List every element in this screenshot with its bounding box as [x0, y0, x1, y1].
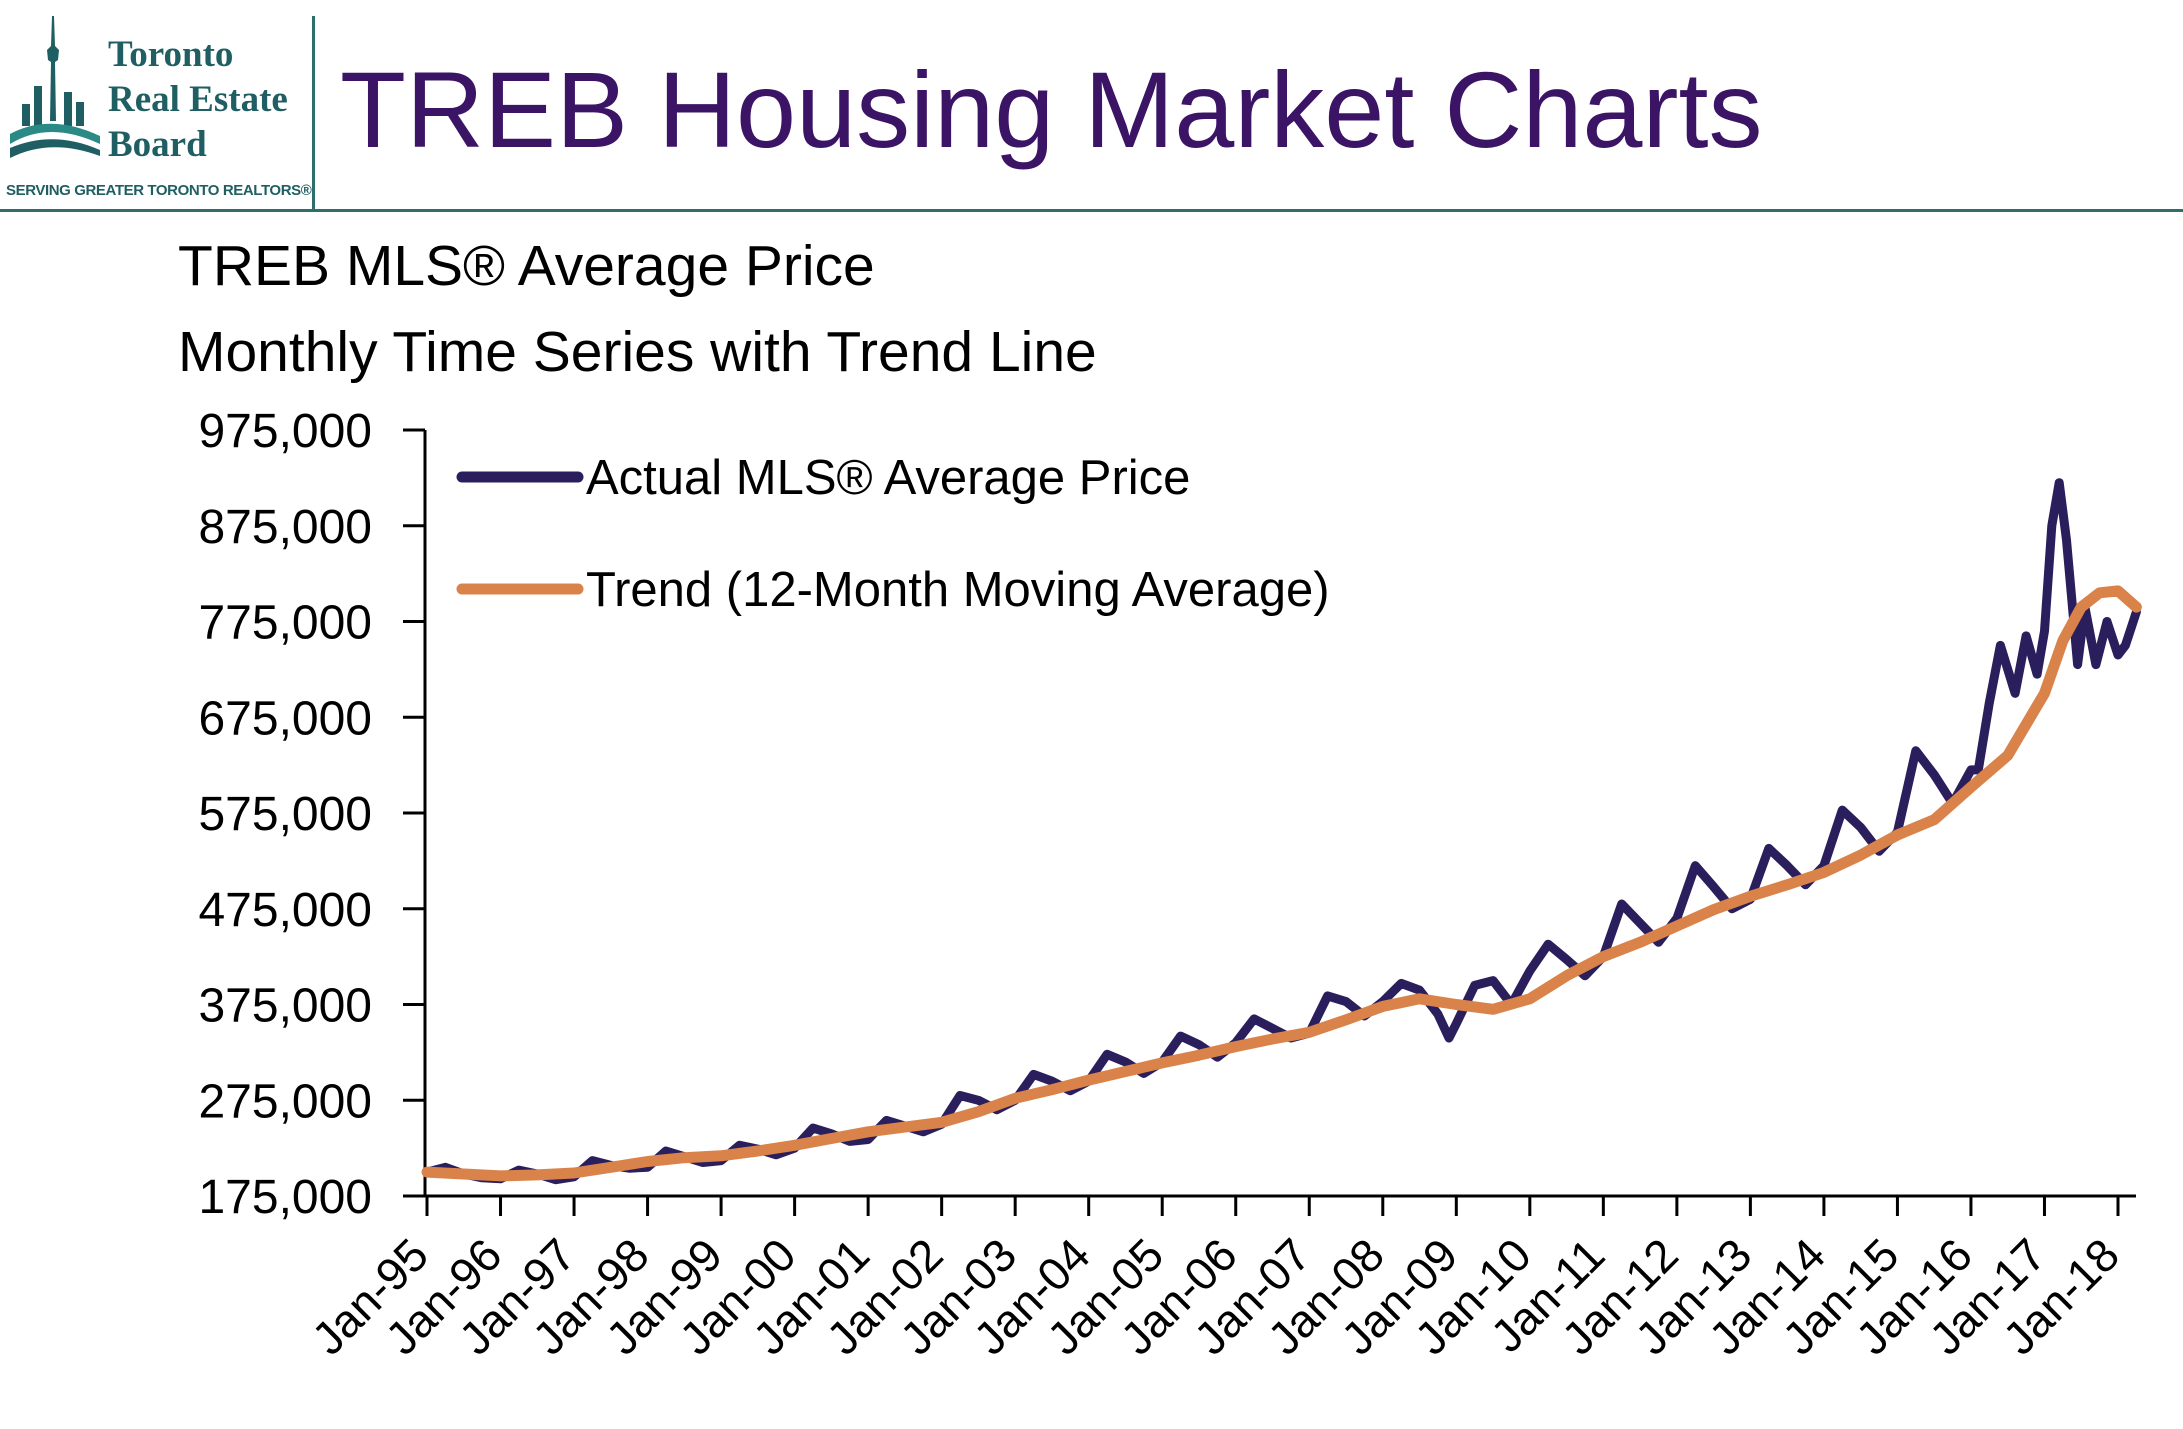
y-tick-label: 875,000 [198, 501, 372, 554]
logo-text-board: Board [108, 124, 207, 165]
legend-label-actual: Actual MLS® Average Price [586, 451, 1190, 505]
cn-tower-logo-icon [10, 16, 100, 158]
y-tick-label: 275,000 [198, 1075, 372, 1128]
logo-tagline: SERVING GREATER TORONTO REALTORS® [6, 182, 312, 199]
chart-axes: 175,000 275,000 375,000 475,000 575,000 675,0… [198, 405, 2136, 1365]
y-tick-label: 975,000 [198, 405, 372, 458]
y-tick-label: 375,000 [198, 980, 372, 1033]
header: Toronto Real Estate Board SERVING GREATE… [0, 0, 2183, 213]
y-tick-label: 575,000 [198, 788, 372, 841]
chart-series-layer [421, 478, 2142, 1185]
header-rule [0, 209, 2183, 212]
chart-title: TREB MLS® Average Price [178, 234, 875, 298]
y-tick-label: 675,000 [198, 692, 372, 745]
logo-text-real-estate: Real Estate [108, 79, 288, 120]
series-trend-line [421, 585, 2142, 1182]
logo-divider [312, 16, 315, 211]
y-tick-label: 775,000 [198, 597, 372, 650]
chart-subtitle: Monthly Time Series with Trend Line [178, 320, 1097, 384]
logo-text-toronto: Toronto [108, 34, 234, 75]
y-tick-label: 475,000 [198, 884, 372, 937]
legend-label-trend: Trend (12-Month Moving Average) [586, 563, 1330, 617]
chart-legend: Actual MLS® Average Price Trend (12-Month… [456, 451, 1330, 617]
page-title: TREB Housing Market Charts [340, 49, 1763, 170]
y-tick-label: 175,000 [198, 1171, 372, 1224]
